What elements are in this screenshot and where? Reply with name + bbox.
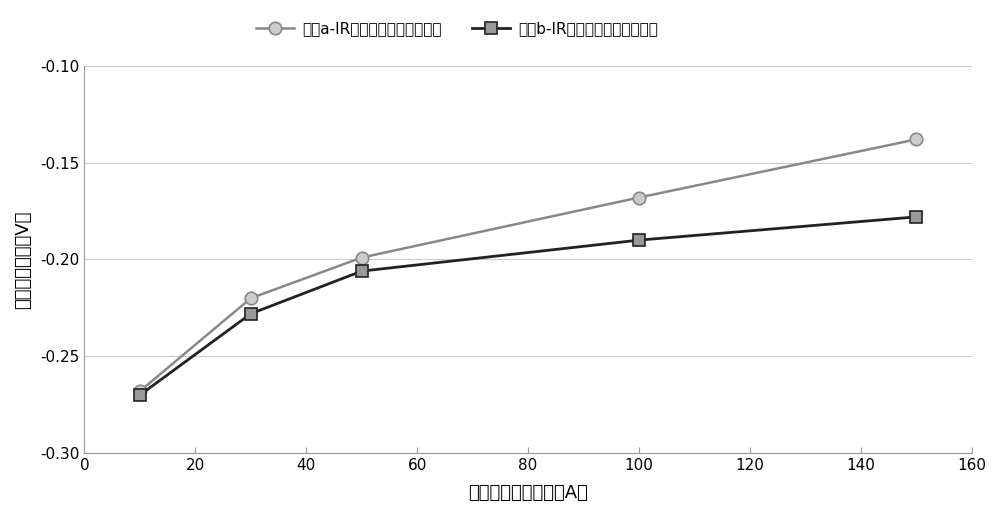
曲线a-IR降误差消除前测量结果: [910, 136, 922, 142]
曲线a-IR降误差消除前测量结果: [356, 254, 368, 261]
Line: 曲线b-IR降误差消除后最终结果: 曲线b-IR降误差消除后最终结果: [134, 212, 922, 400]
曲线b-IR降误差消除后最终结果: [910, 214, 922, 220]
曲线a-IR降误差消除前测量结果: [245, 295, 257, 301]
曲线a-IR降误差消除前测量结果: [633, 195, 645, 201]
X-axis label: 小模型接地极电流（A）: 小模型接地极电流（A）: [468, 484, 588, 502]
Legend: 曲线a-IR降误差消除前测量结果, 曲线b-IR降误差消除后最终结果: 曲线a-IR降误差消除前测量结果, 曲线b-IR降误差消除后最终结果: [250, 15, 664, 43]
曲线b-IR降误差消除后最终结果: [633, 237, 645, 243]
曲线b-IR降误差消除后最终结果: [356, 268, 368, 274]
Line: 曲线a-IR降误差消除前测量结果: 曲线a-IR降误差消除前测量结果: [134, 133, 922, 397]
Y-axis label: 试片极化电位（V）: 试片极化电位（V）: [14, 211, 32, 309]
曲线b-IR降误差消除后最终结果: [245, 311, 257, 317]
曲线b-IR降误差消除后最终结果: [134, 392, 146, 398]
曲线a-IR降误差消除前测量结果: [134, 388, 146, 394]
